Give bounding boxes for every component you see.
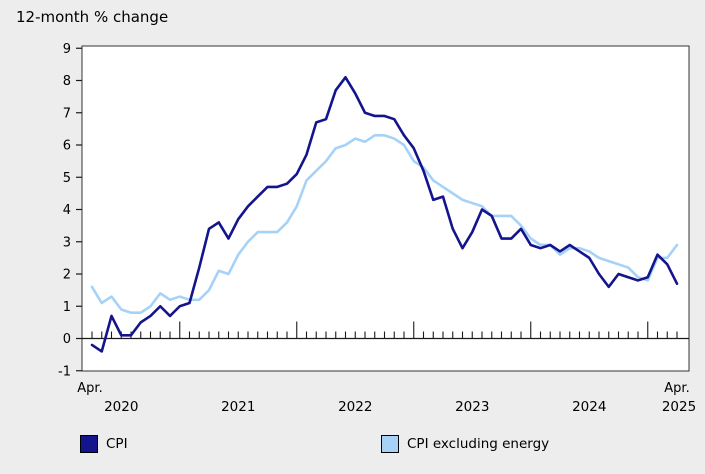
y-tick-label: 5 (63, 171, 71, 186)
x-year-label: 2022 (338, 399, 372, 415)
x-axis-labels: Apr. Apr.2020 2021 2022 2023 2024 2025 (77, 381, 696, 415)
x-year-label: 2021 (221, 399, 255, 415)
y-tick-label: 3 (63, 235, 71, 250)
x-year-label: 2023 (455, 399, 489, 415)
plot-area (81, 45, 690, 372)
y-tick-label: 8 (63, 74, 71, 89)
cpi-legend-label: CPI (106, 436, 128, 452)
cpi-excluding-energy-legend-label: CPI excluding energy (407, 436, 550, 452)
legend-item-cpi-excluding-energy: CPI excluding energy (381, 435, 549, 453)
x-label-apr-start: Apr. (77, 381, 102, 396)
y-tick-label: 9 (63, 42, 71, 57)
y-tick-label: 2 (63, 268, 71, 283)
x-year-label: 2025 (662, 399, 696, 415)
x-label-apr-end: Apr. (664, 381, 689, 396)
x-year-label: 2020 (104, 399, 138, 415)
chart-title: 12-month % change (16, 8, 169, 26)
y-axis: -1 0 1 2 3 4 5 6 7 8 9 (58, 42, 82, 379)
cpi-excluding-energy-legend-swatch (381, 435, 399, 453)
x-axis (82, 321, 689, 340)
y-tick-label: 4 (63, 203, 71, 218)
x-year-label: 2024 (572, 399, 606, 415)
cpi-legend-swatch (80, 435, 98, 453)
y-tick-label: 7 (63, 106, 71, 121)
legend-item-cpi: CPI (80, 435, 128, 453)
cpi-series-line (90, 75, 679, 353)
y-tick-label: 1 (63, 300, 71, 315)
y-tick-label: -1 (58, 364, 71, 379)
y-tick-label: 6 (63, 139, 71, 154)
y-tick-label: 0 (63, 332, 71, 347)
